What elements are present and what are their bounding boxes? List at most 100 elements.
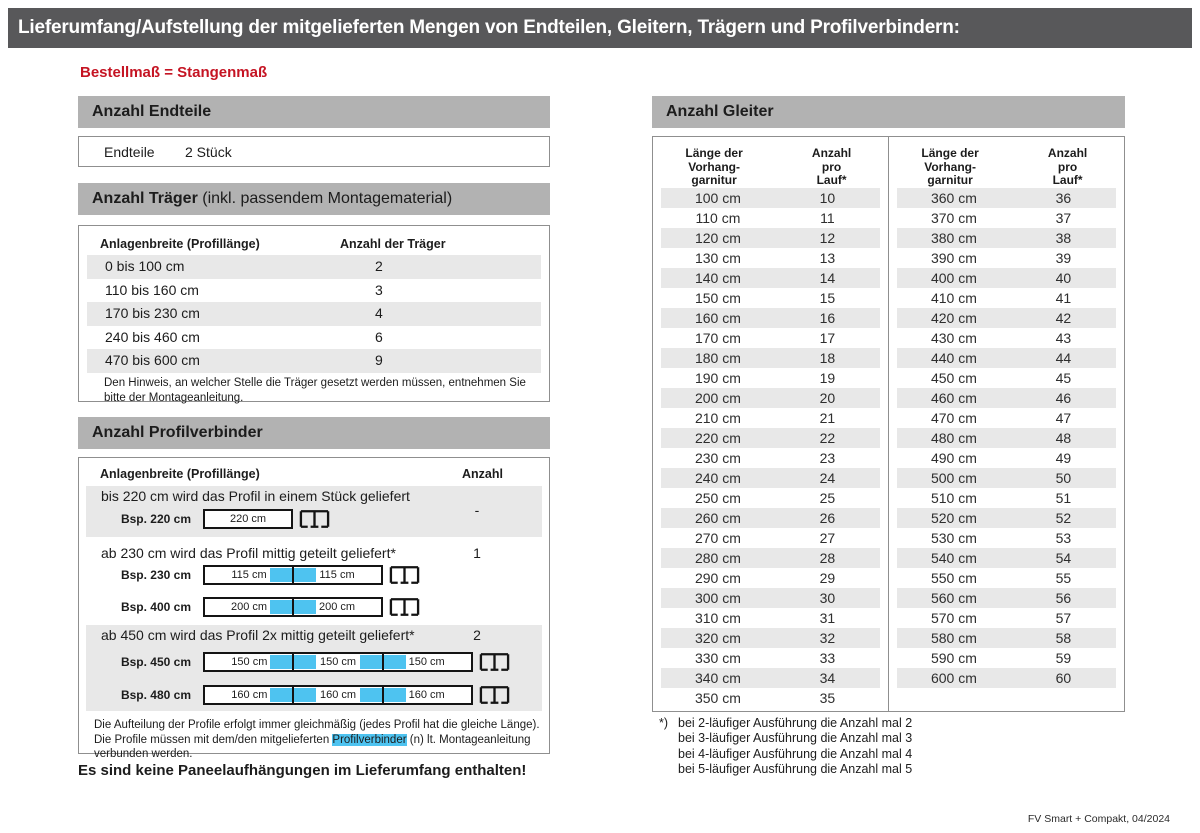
length-cell: 600 cm [930,670,977,686]
segment-length-label: 220 cm [229,513,267,525]
section-title: Anzahl Träger [92,190,198,207]
gleiter-row: 520 cm 52 [897,508,1116,528]
gleiter-row: 500 cm 50 [897,468,1116,488]
gleiter-row: 240 cm 24 [661,468,880,488]
count-cell: 38 [1055,230,1072,246]
example-label: Bsp. 480 cm [120,688,191,702]
count-cell: 23 [819,450,836,466]
count-cell: 19 [819,370,836,386]
count-cell: 56 [1055,590,1072,606]
count-cell: 3 [375,281,383,298]
gleiter-row: 490 cm 49 [897,448,1116,468]
segment-length-label: 200 cm [230,601,268,613]
gleiter-row: 100 cm 10 [661,188,880,208]
count-cell: 24 [819,470,836,486]
section-header-traeger: Anzahl Träger (inkl. passendem Montagema… [78,183,550,215]
gleiter-row: 560 cm 56 [897,588,1116,608]
length-cell: 360 cm [930,190,977,206]
length-cell: 400 cm [930,270,977,286]
length-cell: 510 cm [930,490,977,506]
gleiter-header: Länge der Vorhang- garnitur Anzahl pro L… [653,137,888,188]
gleiter-row: 300 cm 30 [661,588,880,608]
count-cell: 32 [819,630,836,646]
gleiter-row: 140 cm 14 [661,268,880,288]
count-cell: 21 [819,410,836,426]
length-cell: 580 cm [930,630,977,646]
count-cell: 16 [819,310,836,326]
gleiter-row: 380 cm 38 [897,228,1116,248]
joint-line [382,654,384,670]
gleiter-row: 340 cm 34 [661,668,880,688]
gleiter-row: 180 cm 18 [661,348,880,368]
count-cell: 29 [819,570,836,586]
length-cell: 160 cm [694,310,741,326]
endteile-table: Endteile 2 Stück [78,136,550,167]
count-cell: 12 [819,230,836,246]
traeger-rows: 0 bis 100 cm 2 110 bis 160 cm 3 170 bis 230 … [79,255,549,373]
gleiter-row: 580 cm 58 [897,628,1116,648]
length-cell: 250 cm [694,490,741,506]
rule-count: - [474,502,480,518]
count-cell: 54 [1055,550,1072,566]
length-cell: 470 cm [930,410,977,426]
count-cell: 27 [819,530,836,546]
count-cell: 59 [1055,650,1072,666]
length-cell: 490 cm [930,450,977,466]
gleiter-subtable-left: Länge der Vorhang- garnitur Anzahl pro L… [653,137,888,711]
count-cell: 35 [819,690,836,706]
count-cell: 42 [1055,310,1072,326]
gleiter-row: 450 cm 45 [897,368,1116,388]
length-cell: 230 cm [694,450,741,466]
length-cell: 120 cm [694,230,741,246]
footnote-lines: bei 2-läufiger Ausführung die Anzahl mal… [678,716,912,777]
count-cell: 46 [1055,390,1072,406]
gleiter-row: 390 cm 39 [897,248,1116,268]
gleiter-rows: 100 cm 10 110 cm 11 120 cm 12 130 cm 13 140 cm 14… [653,188,888,708]
rule-text: ab 450 cm wird das Profil 2x mittig gete… [101,627,415,643]
gleiter-row: 280 cm 28 [661,548,880,568]
gleiter-row: 230 cm 23 [661,448,880,468]
section-header-endteile: Anzahl Endteile [78,96,550,128]
length-cell: 320 cm [694,630,741,646]
length-cell: 500 cm [930,470,977,486]
length-cell: 130 cm [694,250,741,266]
gleiter-row: 570 cm 57 [897,608,1116,628]
gleiter-row: 540 cm 54 [897,548,1116,568]
profile-end-icon [479,686,510,704]
traeger-table: Anlagenbreite (Profillänge) Anzahl der T… [78,225,550,404]
length-cell: 300 cm [694,590,741,606]
length-cell: 480 cm [930,430,977,446]
gleiter-row: 320 cm 32 [661,628,880,648]
gleiter-row: 330 cm 33 [661,648,880,668]
section-title: Anzahl Gleiter [666,103,774,120]
range-cell: 240 bis 460 cm [105,328,200,345]
col-header-width: Anlagenbreite (Profillänge) [100,237,260,251]
profile-bar: 115 cm 115 cm [203,565,383,585]
gleiter-row: 160 cm 16 [661,308,880,328]
gleiter-row: 480 cm 48 [897,428,1116,448]
count-cell: 47 [1055,410,1072,426]
length-cell: 570 cm [930,610,977,626]
length-cell: 140 cm [694,270,741,286]
rule-text: bis 220 cm wird das Profil in einem Stüc… [101,488,410,504]
count-cell: 11 [820,210,835,226]
gleiter-row: 590 cm 59 [897,648,1116,668]
length-cell: 530 cm [930,530,977,546]
joint-line [292,567,294,583]
joint-line [292,654,294,670]
gleiter-row: 270 cm 27 [661,528,880,548]
endteile-value: 2 Stück [185,143,232,160]
range-cell: 470 bis 600 cm [105,352,200,368]
segment-length-label: 150 cm [231,656,268,668]
length-cell: 110 cm [695,210,741,226]
length-cell: 450 cm [930,370,977,386]
length-cell: 370 cm [930,210,977,226]
length-cell: 290 cm [694,570,741,586]
section-subtitle: (inkl. passendem Montagematerial) [197,190,453,207]
count-cell: 10 [819,190,836,206]
example-label: Bsp. 220 cm [120,512,191,526]
count-cell: 43 [1055,330,1072,346]
count-cell: 30 [819,590,836,606]
segment-length-label: 160 cm [319,689,357,701]
gleiter-row: 370 cm 37 [897,208,1116,228]
